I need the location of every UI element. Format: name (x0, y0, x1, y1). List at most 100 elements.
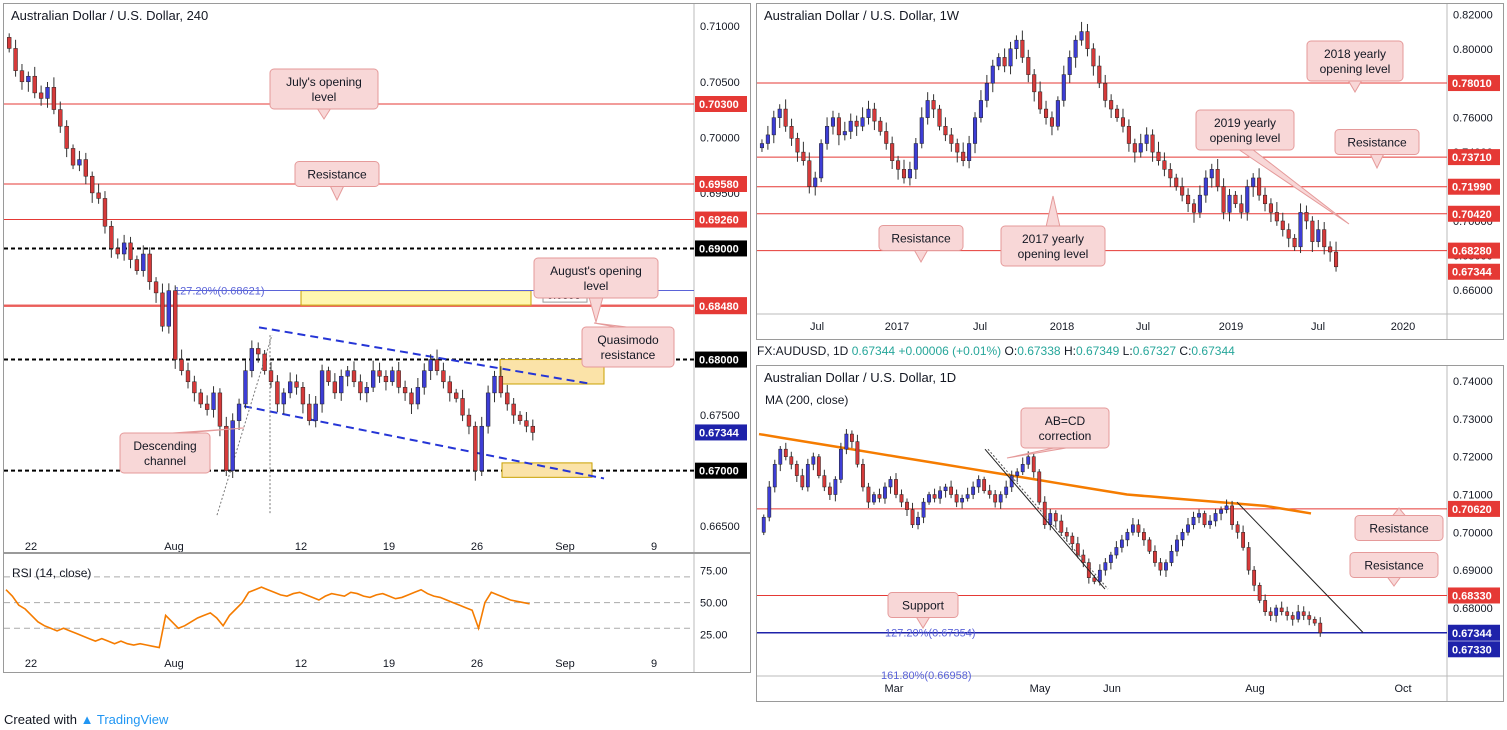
h4-channel-bottom (243, 405, 605, 480)
daily-candle (1257, 585, 1262, 601)
weekly-candle (777, 108, 782, 118)
h4-candle (415, 387, 421, 405)
weekly-callout-2017-text: opening level (1018, 247, 1089, 261)
weekly-candle (1191, 203, 1197, 213)
weekly-candle (807, 160, 812, 187)
daily-chart-panel[interactable]: 0.74000 0.73000 0.72000 0.71000 0.70000 0.690… (756, 365, 1504, 702)
h4-candle (224, 425, 229, 471)
h4-callout-channel (119, 432, 211, 474)
footer-brand[interactable]: TradingView (96, 712, 169, 727)
daily-candle (921, 501, 926, 518)
weekly-candle (1186, 194, 1191, 205)
weekly-candle (789, 126, 794, 139)
weekly-candle (1103, 82, 1108, 101)
h4-candle (121, 242, 127, 255)
rsi-x-tick: 12 (295, 658, 307, 670)
daily-candle (1307, 615, 1312, 620)
weekly-candle (1310, 220, 1315, 242)
daily-candle (1103, 562, 1108, 571)
h4-callout-resistance-text: Resistance (307, 168, 367, 182)
weekly-candle (1156, 151, 1161, 161)
rsi-panel[interactable]: 75.00 50.00 25.00 22 Aug 12 19 26 Sep 9 RSI (14, … (3, 553, 751, 673)
weekly-candle (836, 117, 841, 136)
footer: Created with ▲ TradingView (4, 712, 168, 727)
daily-candle (894, 479, 898, 495)
h4-candle (339, 375, 344, 394)
weekly-candle (819, 143, 824, 179)
weekly-candle (943, 126, 948, 136)
weekly-level-tag-text: 0.68280 (1452, 246, 1492, 258)
h4-candle (115, 248, 120, 255)
h4-callout-july-tail (316, 107, 332, 120)
weekly-candle (949, 134, 954, 144)
daily-candle (1191, 516, 1196, 526)
h4-candle (249, 348, 255, 371)
h4-candle (307, 403, 312, 421)
daily-candle (1125, 532, 1130, 541)
h4-zone-0670 (501, 462, 593, 478)
daily-candlestick-chart: 0.74000 0.73000 0.72000 0.71000 0.70000 0.690… (757, 366, 1503, 701)
daily-candle (844, 433, 849, 450)
weekly-candle (1162, 160, 1167, 170)
weekly-candle (1008, 48, 1013, 67)
weekly-candle (1168, 169, 1173, 179)
h4-candle (345, 370, 350, 377)
rsi-label: RSI (14, close) (12, 566, 92, 580)
daily-x-tick: Jun (1103, 683, 1121, 695)
h4-candle (109, 225, 114, 249)
h4-candle (319, 370, 325, 405)
daily-candle (1097, 569, 1102, 582)
h4-candle (45, 87, 50, 99)
weekly-candle (872, 108, 877, 122)
weekly-candle (907, 169, 912, 179)
rsi-chart: 75.00 50.00 25.00 22 Aug 12 19 26 Sep 9 (4, 554, 728, 672)
h4-y-tick: 0.66500 (700, 521, 740, 533)
ohlc-high-label: H: (1063, 344, 1076, 358)
daily-callout-resistance-low-text: Resistance (1364, 559, 1424, 573)
h4-callout-august (533, 257, 659, 299)
weekly-candle (890, 143, 895, 161)
daily-y-tick: 0.70000 (1453, 527, 1493, 539)
daily-candle (949, 486, 953, 495)
weekly-candle (1126, 126, 1131, 144)
daily-y-tick: 0.72000 (1453, 452, 1493, 464)
h4-candle (211, 392, 216, 410)
h4-candle (396, 370, 401, 388)
weekly-candle (825, 126, 830, 144)
weekly-candle (967, 143, 972, 161)
weekly-candle (830, 117, 836, 127)
h4-level-tag (695, 462, 747, 479)
weekly-candle (1138, 143, 1143, 153)
weekly-candle (1316, 229, 1321, 242)
daily-candle (1208, 520, 1212, 526)
daily-candle (833, 479, 838, 495)
daily-candle (1169, 550, 1174, 563)
weekly-candle (1292, 237, 1297, 248)
weekly-chart-panel[interactable]: 0.820000.800000.780000.760000.740000.720… (756, 3, 1504, 340)
daily-candle (827, 486, 832, 495)
h4-level-tag-text: 0.69580 (699, 179, 739, 191)
daily-candle (1158, 562, 1163, 571)
daily-candle (883, 486, 887, 499)
h4-callout-july (269, 68, 379, 110)
daily-candle (1175, 539, 1179, 552)
daily-candle (1026, 456, 1031, 465)
h4-candle (492, 375, 497, 394)
weekly-candle (1268, 203, 1273, 213)
weekly-candle (972, 117, 978, 144)
daily-candle (1108, 554, 1113, 563)
weekly-candle (783, 108, 788, 127)
h4-candle (128, 242, 133, 260)
daily-candle (1285, 611, 1290, 616)
h4-level-tag (695, 298, 747, 315)
daily-ma200-line (758, 432, 1312, 515)
daily-candle (1015, 471, 1020, 476)
daily-candle (1186, 524, 1190, 533)
h4-candle (294, 381, 299, 388)
weekly-candle (866, 108, 871, 118)
h4-chart-panel[interactable]: 0.710000.705000.700000.695000.690000.685… (3, 3, 751, 553)
weekly-candle (1115, 108, 1120, 118)
daily-candle (1119, 539, 1124, 548)
h4-candle (90, 175, 95, 194)
h4-x-tick: 9 (651, 541, 657, 553)
